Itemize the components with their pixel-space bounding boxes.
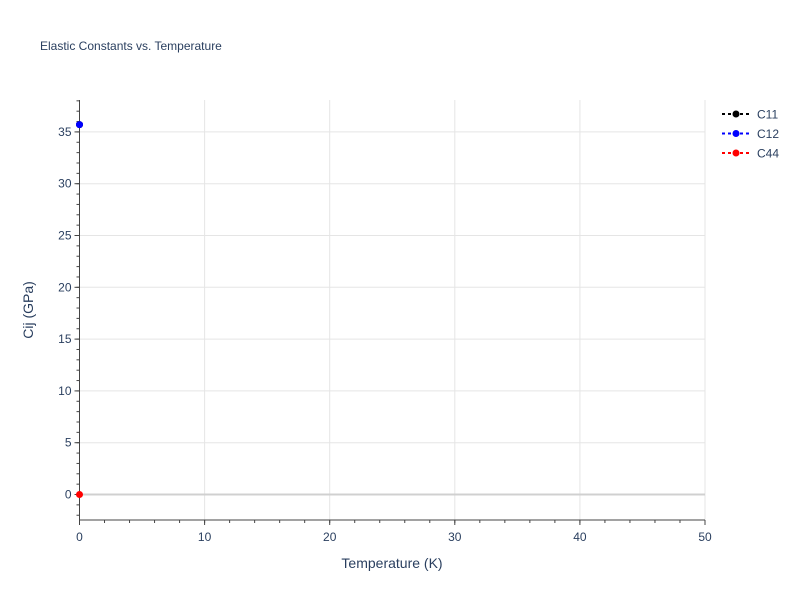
legend-marker-C44	[732, 149, 740, 157]
x-tick-label: 0	[76, 530, 83, 544]
y-tick-label: 0	[65, 488, 72, 502]
x-tick-label: 40	[573, 530, 587, 544]
x-tick-label: 10	[198, 530, 212, 544]
legend-marker-C11	[732, 110, 740, 118]
x-axis-label: Temperature (K)	[341, 555, 442, 571]
data-point-C44	[76, 491, 83, 499]
y-tick-label: 10	[58, 384, 72, 398]
x-tick-label: 20	[323, 530, 337, 544]
legend-label-C11: C11	[757, 108, 778, 122]
y-tick-label: 30	[58, 177, 72, 191]
y-tick-label: 25	[58, 229, 72, 243]
chart-title: Elastic Constants vs. Temperature	[40, 39, 222, 53]
y-tick-label: 5	[65, 436, 72, 450]
y-axis-label: Cij (GPa)	[20, 281, 36, 339]
legend-marker-C12	[732, 130, 740, 137]
y-tick-label: 15	[58, 332, 72, 346]
legend-label-C12: C12	[757, 127, 779, 141]
y-tick-label: 35	[58, 125, 72, 139]
x-tick-label: 30	[448, 530, 462, 544]
x-tick-label: 50	[698, 530, 712, 544]
y-tick-label: 20	[58, 280, 72, 294]
data-point-C12	[76, 121, 83, 129]
legend-label-C44: C44	[757, 147, 779, 161]
